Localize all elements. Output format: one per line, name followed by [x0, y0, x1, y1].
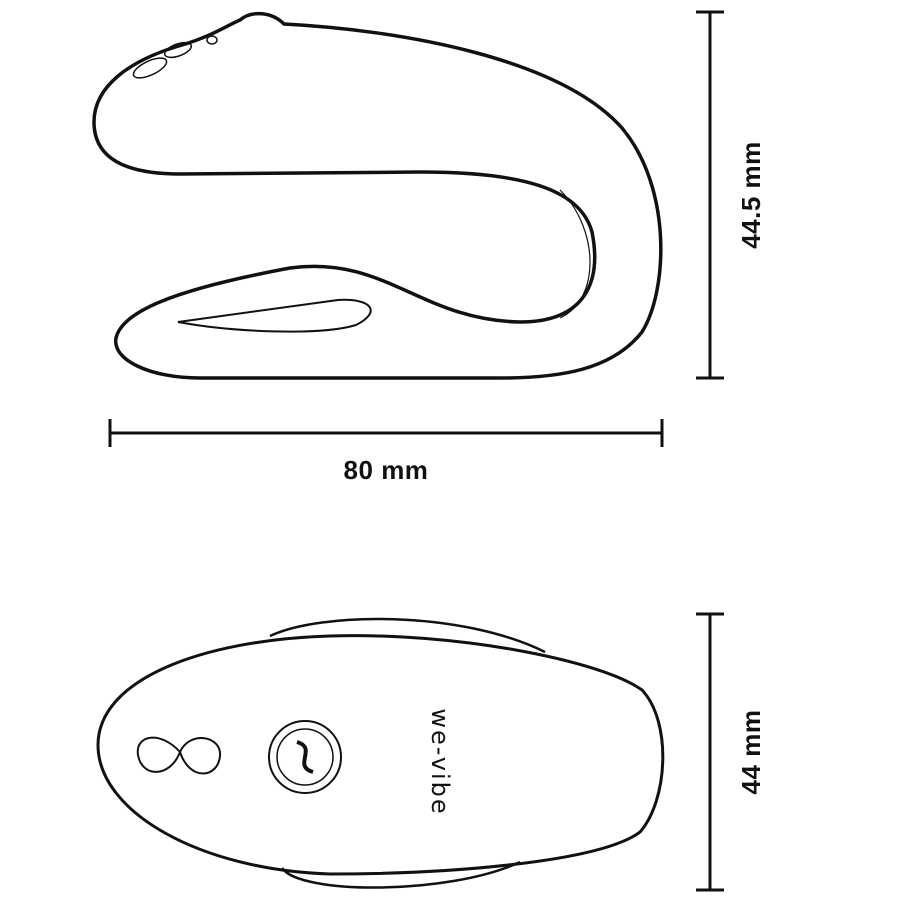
center-button-inner	[276, 728, 334, 786]
side-slot	[177, 298, 372, 333]
top-height-dimension-line	[696, 612, 724, 892]
mode-button-icon	[136, 736, 222, 775]
button-icon	[132, 57, 168, 79]
button-icon	[163, 41, 193, 59]
brand-logo: we-vibe	[426, 708, 454, 815]
top-ridge	[269, 617, 546, 654]
side-view-device	[92, 11, 663, 380]
height-label-top: 44 mm	[736, 710, 766, 795]
inner-contour-line	[559, 189, 591, 319]
wave-icon	[296, 740, 314, 774]
bottom-bump	[280, 860, 521, 889]
width-label: 80 mm	[344, 455, 429, 485]
width-dimension-line	[108, 419, 664, 447]
height-dimension-line	[696, 10, 724, 380]
side-view-outline	[92, 11, 663, 380]
top-view-device	[96, 617, 665, 889]
height-label-side: 44.5 mm	[736, 141, 766, 249]
top-view-outline	[96, 634, 665, 876]
button-icon	[206, 35, 218, 45]
center-button-icon	[268, 720, 342, 794]
